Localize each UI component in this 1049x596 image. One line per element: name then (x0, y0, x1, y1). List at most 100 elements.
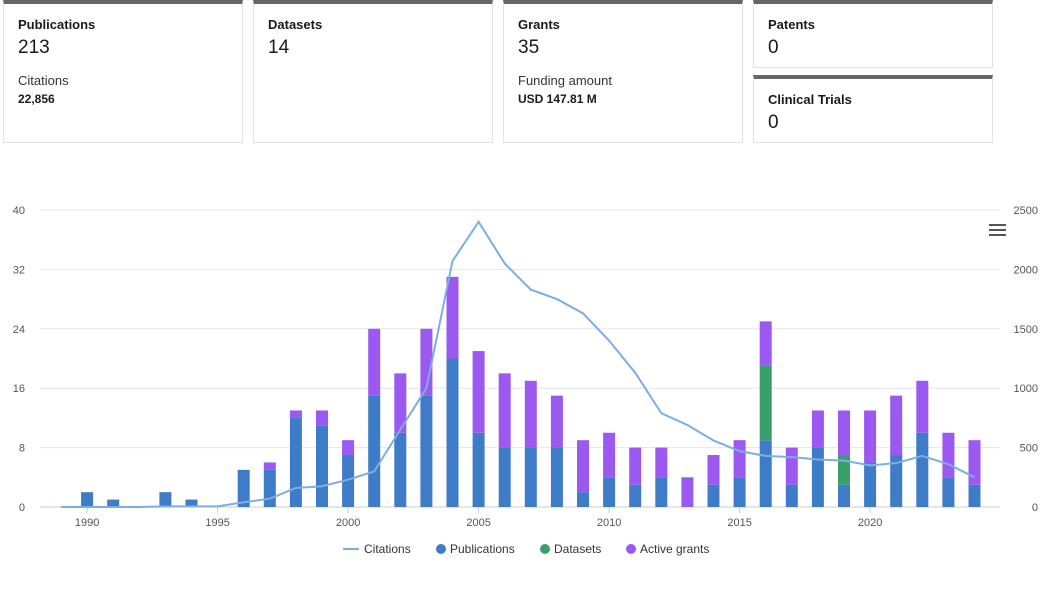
publications-bar (263, 469, 276, 507)
y-right-tick-label: 500 (1020, 443, 1038, 455)
hamburger-menu-icon[interactable] (989, 224, 1006, 238)
grants-bar (472, 351, 485, 433)
grants-bar (550, 395, 563, 448)
y-left-tick-label: 0 (19, 502, 25, 514)
publications-bar (472, 432, 485, 507)
publications-bar (289, 417, 302, 507)
publications-bar (733, 477, 746, 507)
grants-bar (263, 462, 276, 470)
publications-bar (81, 492, 94, 507)
grants-bar (289, 410, 302, 418)
legend-citations-label: Citations (364, 542, 411, 556)
grants-bar (420, 328, 433, 396)
publications-bar (316, 425, 328, 507)
publications-bar (916, 432, 929, 507)
grants-bar (942, 432, 955, 478)
x-tick-label: 2000 (336, 517, 360, 529)
publications-bar (394, 432, 407, 507)
grants-bar (394, 373, 407, 433)
legend-grants-symbol (626, 544, 636, 554)
x-tick-label: 2010 (597, 517, 621, 529)
grants-bar (864, 410, 877, 463)
grants-bar (498, 373, 511, 448)
y-right-tick-label: 1000 (1014, 383, 1038, 395)
y-left-tick-label: 32 (13, 264, 25, 276)
grants-bar (759, 321, 772, 366)
grants-card[interactable]: Grants 35 Funding amount USD 147.81 M (503, 0, 743, 143)
publications-label: Publications (18, 17, 96, 32)
grants-bar (681, 477, 694, 507)
y-right-tick-label: 2500 (1014, 205, 1038, 217)
publications-bar (342, 455, 355, 507)
funding-amount-label: Funding amount (518, 73, 612, 88)
grants-bar (968, 440, 981, 485)
citations-count: 22,856 (18, 92, 55, 106)
publications-bar (498, 447, 511, 507)
grants-bar (707, 455, 720, 485)
citations-label: Citations (18, 73, 69, 88)
legend-publications-label: Publications (450, 542, 515, 556)
x-tick-label: 1990 (75, 517, 99, 529)
funding-amount-value: USD 147.81 M (518, 92, 597, 106)
grants-bar (316, 410, 328, 426)
legend-datasets-symbol (540, 544, 550, 554)
y-left-tick-label: 40 (13, 205, 25, 217)
grants-bar (916, 380, 929, 433)
y-right-tick-label: 2000 (1014, 264, 1038, 276)
grants-bar (655, 447, 668, 478)
publications-bar (759, 440, 772, 507)
grants-bar (524, 380, 537, 448)
publications-bar (811, 447, 824, 507)
publications-bar (159, 492, 172, 507)
grants-bar (785, 447, 798, 485)
grants-bar (446, 276, 459, 359)
clinical-trials-label: Clinical Trials (768, 92, 852, 107)
grants-bar (838, 410, 850, 456)
grants-bar (811, 410, 824, 448)
grants-bar (577, 440, 589, 493)
publications-bar (864, 462, 877, 507)
legend-datasets-label: Datasets (554, 542, 601, 556)
patents-card[interactable]: Patents 0 (753, 0, 993, 68)
publications-bar (603, 477, 616, 507)
x-tick-label: 2015 (727, 517, 751, 529)
y-left-tick-label: 8 (19, 443, 25, 455)
publications-bar (707, 484, 720, 507)
clinical-trials-card[interactable]: Clinical Trials 0 (753, 75, 993, 143)
publications-bar (838, 484, 850, 507)
publications-bar (524, 447, 537, 507)
publications-count: 213 (18, 37, 50, 58)
y-right-tick-label: 1500 (1014, 324, 1038, 336)
y-left-tick-label: 16 (13, 383, 25, 395)
publications-bar (785, 484, 798, 507)
research-output-chart: 0 8 16 24 32 40 0 500 1000 1500 2000 2500 1990 1995 20… (13, 205, 1038, 556)
publications-card[interactable]: Publications 213 Citations 22,856 (3, 0, 243, 143)
citations-line (61, 220, 975, 508)
grants-label: Grants (518, 17, 560, 32)
grants-bar (342, 440, 355, 456)
publications-bar (968, 484, 981, 507)
x-tick-label: 1995 (205, 517, 229, 529)
publications-bar (185, 499, 198, 507)
legend-publications-symbol (436, 544, 446, 554)
datasets-bar (838, 455, 850, 485)
publications-bar (942, 477, 955, 507)
datasets-bar (759, 365, 772, 441)
publications-bar (890, 455, 903, 507)
publications-bar (629, 484, 642, 507)
grants-bar (890, 395, 903, 456)
publications-bar (237, 469, 250, 507)
publications-bar (107, 499, 120, 507)
grants-bar (368, 328, 381, 396)
publications-bar (550, 447, 563, 507)
y-right-tick-label: 0 (1032, 502, 1038, 514)
grants-bar (603, 432, 616, 478)
datasets-card[interactable]: Datasets 14 (253, 0, 493, 143)
publications-bar (577, 492, 589, 507)
datasets-count: 14 (268, 37, 290, 58)
publications-bar (655, 477, 668, 507)
publications-bar (420, 395, 433, 507)
patents-count: 0 (768, 37, 779, 58)
patents-label: Patents (768, 17, 815, 32)
x-tick-label: 2005 (466, 517, 490, 529)
